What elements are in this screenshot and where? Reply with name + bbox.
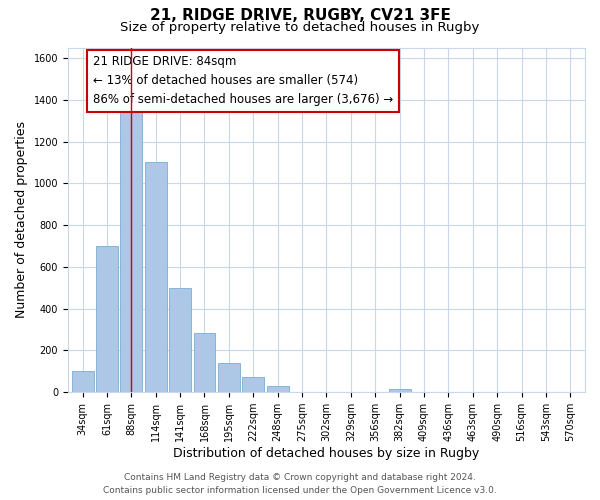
Bar	[242, 376, 264, 392]
X-axis label: Distribution of detached houses by size in Rugby: Distribution of detached houses by size …	[173, 447, 479, 460]
Text: Size of property relative to detached houses in Rugby: Size of property relative to detached ho…	[121, 21, 479, 34]
Bar	[145, 162, 167, 392]
Text: 21, RIDGE DRIVE, RUGBY, CV21 3FE: 21, RIDGE DRIVE, RUGBY, CV21 3FE	[149, 8, 451, 22]
Text: Contains HM Land Registry data © Crown copyright and database right 2024.
Contai: Contains HM Land Registry data © Crown c…	[103, 474, 497, 495]
Bar	[96, 246, 118, 392]
Bar	[169, 288, 191, 392]
Bar	[266, 386, 289, 392]
Bar	[218, 363, 240, 392]
Bar	[194, 332, 215, 392]
Bar	[389, 389, 410, 392]
Y-axis label: Number of detached properties: Number of detached properties	[15, 122, 28, 318]
Text: 21 RIDGE DRIVE: 84sqm
← 13% of detached houses are smaller (574)
86% of semi-det: 21 RIDGE DRIVE: 84sqm ← 13% of detached …	[93, 56, 394, 106]
Bar	[71, 372, 94, 392]
Bar	[121, 112, 142, 392]
